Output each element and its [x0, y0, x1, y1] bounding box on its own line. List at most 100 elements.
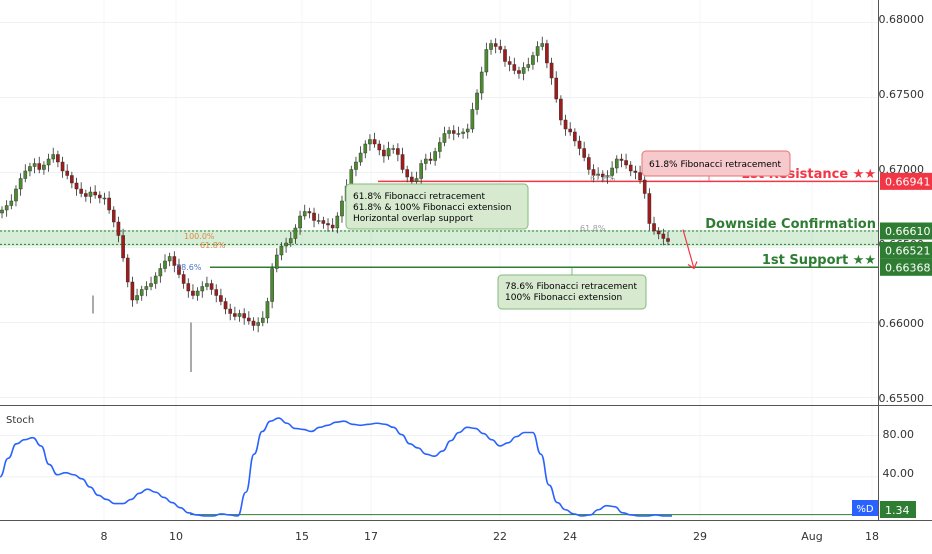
- support-annotation-line-2: 100% Fibonacci extension: [505, 293, 622, 303]
- time-tick: 29: [693, 530, 707, 543]
- candle-body: [298, 215, 302, 229]
- candle-body: [614, 158, 619, 169]
- candle-body: [177, 265, 181, 275]
- candle-body: [493, 43, 498, 47]
- candle-body: [414, 178, 419, 182]
- candle-body: [642, 179, 647, 194]
- candle-body: [209, 283, 214, 290]
- price-tick: 0.67000: [879, 163, 925, 176]
- price-tags: 0.66941 0.66610 0.66521 0.66368: [880, 172, 932, 276]
- support-annotation-box: [497, 274, 647, 310]
- stoch-title: Stoch: [6, 415, 34, 426]
- candle-body: [111, 209, 116, 223]
- candle-body: [284, 242, 288, 247]
- candle-body: [358, 152, 363, 163]
- candle-body: [517, 70, 521, 74]
- stoch-axis: 80.00 40.00: [883, 428, 915, 480]
- price-tag-resistance-text: 0.66941: [885, 175, 931, 188]
- candle-body: [451, 130, 456, 134]
- candle-body: [559, 98, 563, 121]
- candle-body: [172, 256, 177, 266]
- confirmation-annotation-line-1: 61.8% Fibonacci retracement: [353, 192, 485, 202]
- candle-body: [470, 109, 475, 130]
- candle-body: [628, 164, 633, 172]
- candle-body: [219, 295, 223, 302]
- candle-body: [274, 254, 279, 269]
- stoch-d-label: %D: [856, 504, 874, 515]
- time-tick: 15: [295, 530, 309, 543]
- time-tick: Aug: [801, 530, 822, 543]
- candle-body: [14, 188, 18, 202]
- price-tick: 0.68000: [879, 13, 925, 26]
- support-label: 1st Support ★★: [762, 253, 876, 268]
- candle-body: [186, 283, 191, 292]
- stoch-value-tag: [880, 501, 916, 518]
- price-tag-mid-text: 0.66521: [885, 244, 931, 257]
- candle-body: [251, 320, 256, 326]
- candle-body: [610, 167, 614, 176]
- candle-body: [265, 301, 270, 319]
- candle-body: [638, 172, 642, 181]
- candle-body: [568, 128, 572, 133]
- candle-body: [577, 140, 582, 149]
- candle-body: [465, 128, 470, 133]
- candle-body: [507, 61, 512, 65]
- main-grid: [0, 0, 878, 520]
- candle-body: [28, 166, 32, 172]
- candle-body: [4, 205, 9, 211]
- price-tick: 0.67500: [879, 88, 925, 101]
- candle-body: [596, 173, 600, 176]
- stoch-grid: [0, 435, 878, 478]
- candle-body: [139, 289, 144, 296]
- candle-body: [521, 67, 526, 74]
- candle-body: [302, 211, 307, 217]
- candle-body: [437, 142, 442, 152]
- time-tick: 8: [101, 530, 108, 543]
- stoch-value-tags: %D 1.34: [852, 500, 916, 518]
- candle-body: [158, 268, 163, 277]
- candle-body: [503, 49, 507, 62]
- candle-body: [591, 169, 596, 176]
- price-tag-resistance: [880, 172, 932, 190]
- candle-body: [372, 139, 377, 145]
- candle-body: [37, 163, 42, 170]
- candle-body: [433, 151, 437, 161]
- candle-body: [293, 227, 298, 239]
- candle-body: [489, 43, 493, 50]
- candle-body: [18, 178, 23, 190]
- candle-body: [326, 223, 330, 226]
- confirmation-zone: [0, 230, 878, 247]
- candle-body: [605, 175, 610, 178]
- price-tag-confirmation: [880, 222, 932, 240]
- candle-body: [624, 160, 628, 166]
- candle-body: [60, 161, 65, 172]
- candle-body: [582, 148, 586, 158]
- time-axis: 8 10 15 17 22 24 29 Aug 18: [101, 530, 880, 543]
- candle-body: [256, 322, 260, 326]
- confirmation-annotation-line-3: Horizontal overlap support: [353, 214, 473, 224]
- candle-body: [400, 154, 405, 170]
- downside-confirmation-label: Downside Confirmation: [705, 217, 876, 232]
- time-tick: 17: [364, 530, 378, 543]
- candle-body: [270, 268, 274, 302]
- confirmation-annotation-box: [345, 183, 529, 230]
- fib-label-786: 78.6%: [176, 263, 202, 272]
- candle-body: [633, 170, 638, 173]
- candle-body: [461, 131, 465, 134]
- time-tick: 10: [169, 530, 183, 543]
- candle-body: [652, 223, 656, 232]
- candle-body: [200, 286, 205, 292]
- candle-body: [223, 301, 228, 310]
- candle-body: [545, 43, 549, 64]
- candle-body: [396, 148, 400, 155]
- candle-body: [102, 197, 107, 200]
- candle-body: [153, 275, 158, 284]
- price-tick: 0.65500: [879, 392, 925, 405]
- stoch-tick: 80.00: [883, 428, 915, 441]
- confirmation-annotation-line-2: 61.8% & 100% Fibonacci extension: [353, 203, 512, 213]
- forecast-arrow: [682, 229, 698, 270]
- candle-body: [526, 64, 531, 68]
- fib-label-100: 100.0%: [184, 232, 215, 241]
